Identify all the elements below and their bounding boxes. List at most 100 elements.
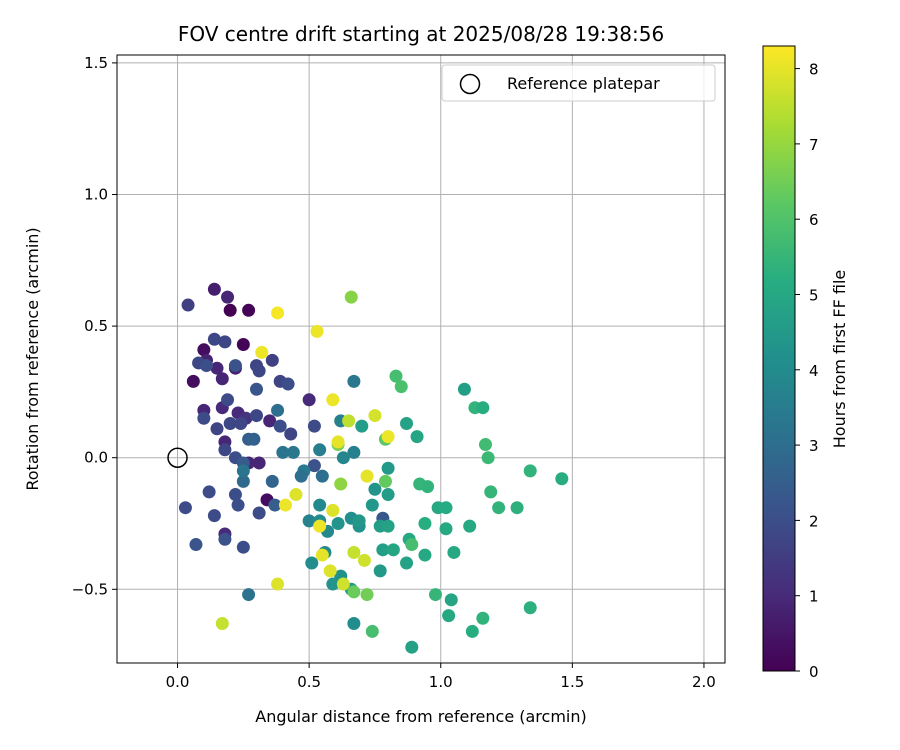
data-point: [186, 374, 200, 388]
data-point: [344, 290, 358, 304]
x-tick-label: 0.0: [166, 673, 190, 691]
y-tick-label: 0.0: [84, 449, 108, 467]
x-tick-label: 0.5: [297, 673, 321, 691]
data-point: [249, 382, 263, 396]
data-point: [302, 514, 316, 528]
data-point: [326, 503, 340, 517]
x-tick-label: 1.0: [429, 673, 453, 691]
data-point: [405, 640, 419, 654]
data-points: [178, 282, 569, 654]
colorbar-tick-label: 8: [809, 61, 819, 79]
colorbar: 0 1 2 3 4 5 6 7 8 Hours from first FF file: [762, 45, 849, 681]
x-tick-label: 2.0: [692, 673, 716, 691]
data-point: [476, 611, 490, 625]
data-point: [281, 377, 295, 391]
data-point: [439, 501, 453, 515]
data-point: [252, 506, 266, 520]
data-point: [447, 545, 461, 559]
data-point: [276, 445, 290, 459]
data-point: [357, 553, 371, 567]
data-point: [223, 303, 237, 317]
data-point: [228, 359, 242, 373]
legend: Reference platepar: [441, 64, 716, 102]
data-point: [231, 498, 245, 512]
x-axis-label: Angular distance from reference (arcmin): [255, 707, 586, 726]
y-axis-label: Rotation from reference (arcmin): [23, 227, 42, 490]
y-tick-label: 0.5: [84, 317, 108, 335]
data-point: [394, 380, 408, 394]
data-point: [215, 617, 229, 631]
data-point: [326, 393, 340, 407]
data-point: [199, 359, 213, 373]
data-point: [189, 538, 203, 552]
data-point: [386, 543, 400, 557]
data-point: [313, 498, 327, 512]
data-point: [492, 501, 506, 515]
data-point: [178, 501, 192, 515]
data-point: [442, 609, 456, 623]
data-point: [439, 522, 453, 536]
data-point: [389, 369, 403, 383]
data-point: [305, 556, 319, 570]
data-point: [347, 374, 361, 388]
legend-box: [441, 64, 716, 102]
data-point: [336, 577, 350, 591]
data-point: [381, 461, 395, 475]
data-point: [236, 464, 250, 478]
data-point: [207, 509, 221, 523]
data-point: [236, 338, 250, 352]
data-point: [523, 464, 537, 478]
data-point: [376, 543, 390, 557]
colorbar-ticks: 0 1 2 3 4 5 6 7 8: [795, 61, 819, 681]
data-point: [313, 519, 327, 533]
data-point: [302, 393, 316, 407]
chart-title: FOV centre drift starting at 2025/08/28 …: [178, 22, 664, 46]
data-point: [405, 538, 419, 552]
data-point: [252, 456, 266, 470]
data-point: [347, 445, 361, 459]
data-point: [331, 435, 345, 449]
data-point: [271, 403, 285, 417]
data-point: [465, 624, 479, 638]
data-point: [247, 432, 261, 446]
reference-marker-layer: [167, 447, 188, 468]
data-point: [215, 372, 229, 386]
data-point: [331, 517, 345, 531]
data-point: [481, 451, 495, 465]
data-point: [381, 488, 395, 502]
data-point: [307, 419, 321, 433]
data-point: [336, 451, 350, 465]
data-point: [381, 430, 395, 444]
colorbar-tick-label: 2: [809, 512, 819, 530]
y-tick-label: −0.5: [72, 580, 108, 598]
data-point: [463, 519, 477, 533]
data-point: [400, 416, 414, 430]
data-point: [207, 282, 221, 296]
data-point: [523, 601, 537, 615]
data-point: [323, 564, 337, 578]
data-point: [271, 577, 285, 591]
data-point: [347, 545, 361, 559]
data-point: [315, 548, 329, 562]
data-point: [181, 298, 195, 312]
data-point: [284, 427, 298, 441]
data-point: [355, 419, 369, 433]
data-point: [421, 480, 435, 494]
data-point: [263, 414, 277, 428]
data-point: [418, 517, 432, 531]
data-point: [202, 485, 216, 499]
data-point: [228, 488, 242, 502]
data-point: [457, 382, 471, 396]
colorbar-tick-label: 5: [809, 286, 819, 304]
reference-platepar-marker: [167, 447, 188, 468]
colorbar-tick-label: 1: [809, 588, 819, 606]
data-point: [378, 474, 392, 488]
data-point: [381, 519, 395, 533]
data-point: [418, 548, 432, 562]
data-point: [210, 422, 224, 436]
data-point: [289, 488, 303, 502]
y-tick-label: 1.5: [84, 54, 108, 72]
data-point: [555, 472, 569, 486]
data-point: [249, 409, 263, 423]
